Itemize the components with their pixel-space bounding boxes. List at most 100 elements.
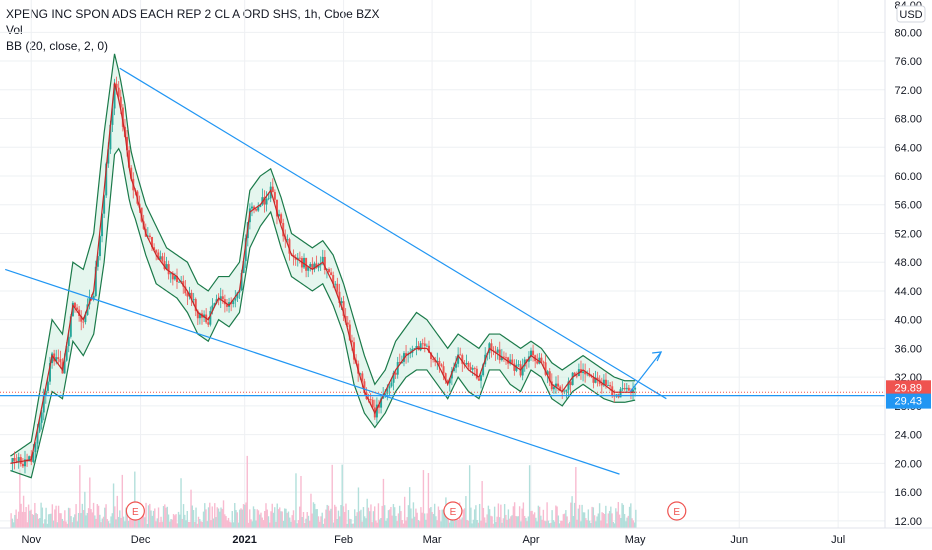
volume-bar — [511, 515, 513, 528]
volume-bar — [87, 508, 90, 528]
candle-body — [450, 370, 453, 379]
volume-bar — [453, 516, 456, 528]
candle-body — [217, 299, 220, 301]
candle-body — [353, 342, 355, 360]
candle-body — [369, 399, 372, 401]
volume-bar — [32, 514, 35, 528]
candle-body — [167, 264, 170, 275]
currency-label: USD — [899, 9, 922, 21]
volume-bar — [550, 522, 552, 528]
candle-body — [55, 357, 58, 362]
earnings-marker[interactable]: E — [125, 501, 145, 521]
volume-bar — [195, 507, 197, 528]
volume-bar — [540, 515, 542, 528]
earnings-marker[interactable]: E — [443, 501, 463, 521]
volume-bar — [320, 516, 322, 528]
volume-bar — [587, 509, 590, 528]
volume-bar — [558, 523, 561, 528]
volume-bar — [498, 517, 501, 528]
candle-body — [390, 382, 393, 387]
candle-body — [434, 359, 437, 363]
candle-body — [242, 261, 245, 274]
candle-body — [192, 299, 195, 300]
volume-bar — [201, 521, 203, 528]
volume-bar — [222, 500, 225, 528]
volume-bar — [615, 508, 617, 528]
candle-body — [186, 293, 189, 297]
volume-bar — [191, 505, 193, 528]
volume-bar — [622, 504, 625, 528]
volume-bar — [239, 509, 241, 528]
volume-bar — [31, 514, 34, 528]
candle-body — [190, 292, 193, 300]
volume-bar — [541, 519, 543, 528]
volume-bar — [265, 503, 267, 528]
trendline-lower-wedge — [5, 268, 620, 475]
candle-body — [482, 364, 485, 376]
volume-bar — [386, 518, 388, 528]
volume-indicator-label[interactable]: Vol — [6, 23, 23, 37]
candle-body — [13, 457, 16, 461]
volume-bar — [520, 521, 522, 528]
volume-bar — [560, 520, 562, 528]
volume-bar — [35, 513, 37, 528]
volume-bar — [62, 520, 65, 528]
candle-body — [92, 296, 95, 300]
volume-bar — [50, 513, 52, 528]
volume-bar — [378, 519, 381, 528]
volume-bar — [120, 517, 122, 528]
trendline-breakout-arrow — [629, 351, 662, 393]
candle-body — [602, 379, 605, 386]
volume-bar — [55, 505, 57, 528]
volume-bar — [442, 509, 445, 528]
volume-bar — [567, 523, 570, 528]
volume-bar — [179, 514, 181, 528]
volume-bar — [341, 464, 343, 528]
volume-bar — [274, 507, 276, 528]
candle-body — [475, 368, 478, 379]
volume-bar — [552, 520, 555, 528]
volume-bar — [354, 509, 356, 528]
volume-bar — [175, 514, 177, 528]
volume-bar — [145, 502, 147, 528]
candle-body — [573, 372, 576, 376]
volume-bar — [142, 510, 145, 528]
volume-bar — [486, 514, 488, 528]
volume-bar — [132, 518, 135, 528]
volume-bar — [137, 518, 140, 528]
volume-bar — [235, 510, 237, 528]
volume-bar — [277, 509, 280, 528]
volume-bar — [401, 520, 403, 528]
volume-bar — [482, 507, 485, 528]
volume-bar — [205, 509, 207, 528]
candle-body — [34, 443, 37, 453]
volume-bar — [177, 511, 180, 528]
volume-bar — [111, 513, 114, 528]
volume-bar — [327, 505, 330, 528]
volume-bar — [392, 504, 395, 528]
volume-bar — [415, 508, 417, 528]
candle-body — [148, 235, 151, 237]
candle-body — [59, 359, 62, 363]
volume-bar — [225, 516, 227, 528]
volume-bar — [350, 519, 352, 528]
candle-body — [584, 371, 587, 375]
candle-body — [523, 359, 526, 367]
candles — [11, 76, 637, 474]
volume-bar — [219, 511, 221, 528]
volume-bar — [548, 523, 551, 528]
candle-body — [259, 204, 262, 207]
volume-bar — [64, 510, 66, 528]
earnings-marker[interactable]: E — [667, 501, 687, 521]
candle-body — [607, 385, 610, 386]
candle-body — [151, 236, 154, 248]
volume-bar — [285, 508, 287, 528]
volume-bar — [85, 515, 87, 528]
symbol-title[interactable]: XPENG INC SPON ADS EACH REP 2 CL A ORD S… — [6, 7, 380, 21]
volume-bar — [297, 520, 300, 528]
candle-body — [394, 372, 397, 375]
volume-bar — [42, 523, 45, 528]
candle-body — [375, 404, 378, 418]
candle-body — [73, 302, 76, 308]
